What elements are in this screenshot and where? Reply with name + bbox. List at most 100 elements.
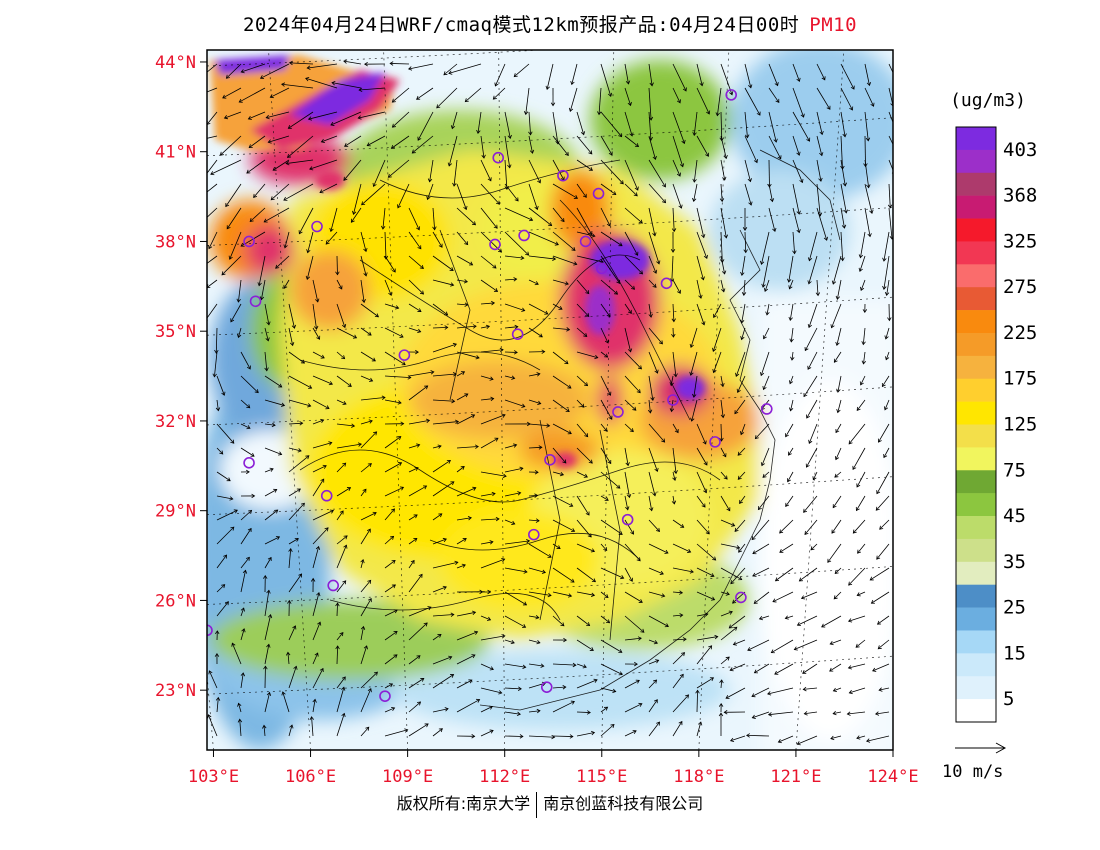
wind-arrow — [696, 721, 703, 737]
wind-arrow — [240, 672, 246, 689]
wind-arrow — [751, 711, 770, 719]
wind-arrow — [408, 207, 421, 231]
wind-arrow — [624, 636, 642, 641]
wind-arrow — [600, 663, 623, 676]
wind-arrow — [504, 591, 528, 606]
wind-arrow — [408, 622, 428, 641]
wind-arrow — [411, 135, 434, 154]
wind-arrow — [624, 255, 644, 275]
wind-arrow — [744, 183, 753, 206]
wind-arrow — [552, 231, 576, 251]
wind-arrow — [504, 159, 509, 191]
wind-arrow — [772, 591, 794, 603]
wind-arrow — [829, 663, 842, 672]
legend-unit: (ug/m3) — [950, 90, 1026, 111]
wind-arrow — [624, 63, 631, 85]
wind-arrow — [648, 303, 653, 318]
wind-arrow — [361, 183, 386, 206]
wind-arrow — [600, 207, 611, 227]
wind-arrow — [774, 663, 794, 675]
wind-arrow — [288, 502, 305, 521]
wind-arrow — [240, 399, 251, 409]
legend-label: 25 — [1003, 597, 1026, 619]
wind-arrow — [600, 111, 623, 138]
legend-swatch — [956, 310, 996, 334]
wind-arrow — [648, 231, 661, 265]
wind-arrow — [719, 183, 725, 203]
wind-arrow — [552, 423, 572, 435]
wind-arrow — [600, 63, 613, 98]
wind-arrow — [216, 375, 226, 396]
wind-arrow — [832, 710, 842, 716]
wind-arrow — [876, 615, 890, 625]
wind-arrow — [480, 705, 493, 713]
wind-arrow — [343, 159, 362, 181]
wind-arrow — [360, 279, 366, 304]
wind-arrow — [774, 567, 794, 582]
wind-arrow — [624, 303, 632, 314]
lon-label: 115°E — [576, 767, 627, 787]
wind-arrow — [504, 399, 526, 408]
wind-arrow — [288, 488, 301, 497]
wind-arrow — [600, 543, 608, 552]
wind-arrow — [882, 231, 890, 262]
wind-arrow — [285, 159, 314, 166]
wind-arrow — [761, 255, 770, 288]
wind-arrow — [696, 423, 707, 445]
wind-arrow — [281, 82, 314, 89]
wind-arrow — [528, 372, 541, 377]
wind-arrow — [207, 207, 218, 218]
wind-arrow — [312, 418, 325, 425]
wind-arrow — [624, 447, 630, 467]
wind-arrow — [456, 515, 472, 521]
lon-label: 103°E — [188, 767, 239, 787]
wind-arrow — [384, 399, 402, 405]
city-marker — [528, 528, 540, 541]
wind-arrow — [528, 135, 535, 154]
wind-arrow — [384, 327, 404, 338]
wind-arrow — [319, 183, 338, 194]
wind-arrow — [600, 471, 621, 489]
city-marker — [725, 89, 738, 101]
wind-arrow — [779, 543, 794, 553]
wind-arrow — [624, 729, 637, 737]
wind-arrow — [408, 231, 422, 250]
wind-arrow — [432, 728, 443, 737]
city-marker — [544, 454, 556, 466]
wind-arrow — [846, 711, 866, 716]
legend-swatch — [956, 401, 996, 425]
wind-arrow — [624, 159, 639, 191]
wind-arrow — [831, 519, 842, 534]
legend-swatch — [956, 607, 996, 631]
wind-arrow — [672, 567, 694, 574]
wind-arrow — [432, 303, 449, 316]
meridian-line — [601, 50, 615, 750]
city-marker — [398, 349, 411, 361]
city-marker — [621, 513, 634, 526]
wind-reference-arrow — [955, 742, 1007, 754]
wind-arrow — [447, 135, 458, 167]
wind-arrow — [228, 231, 242, 260]
wind-arrow — [833, 591, 842, 600]
wind-arrow — [815, 279, 821, 297]
wind-arrow — [807, 231, 818, 262]
city-marker — [667, 394, 679, 406]
wind-arrow — [552, 567, 575, 583]
wind-arrow — [552, 279, 569, 286]
wind-arrow — [408, 385, 429, 401]
wind-arrow — [528, 183, 539, 211]
wind-arrow — [758, 615, 770, 621]
wind-arrow — [552, 327, 571, 332]
wind-arrow — [767, 687, 794, 696]
wind-arrow — [692, 375, 698, 398]
wind-arrow — [762, 471, 770, 478]
wind-arrow — [744, 63, 753, 89]
wind-arrow — [312, 464, 327, 473]
wind-arrow — [746, 733, 770, 738]
wind-arrow — [408, 606, 432, 617]
wind-arrow — [672, 279, 681, 294]
wind-arrow — [237, 327, 242, 339]
wind-arrow — [257, 255, 266, 287]
wind-arrow — [408, 514, 418, 521]
wind-arrow — [576, 111, 586, 136]
